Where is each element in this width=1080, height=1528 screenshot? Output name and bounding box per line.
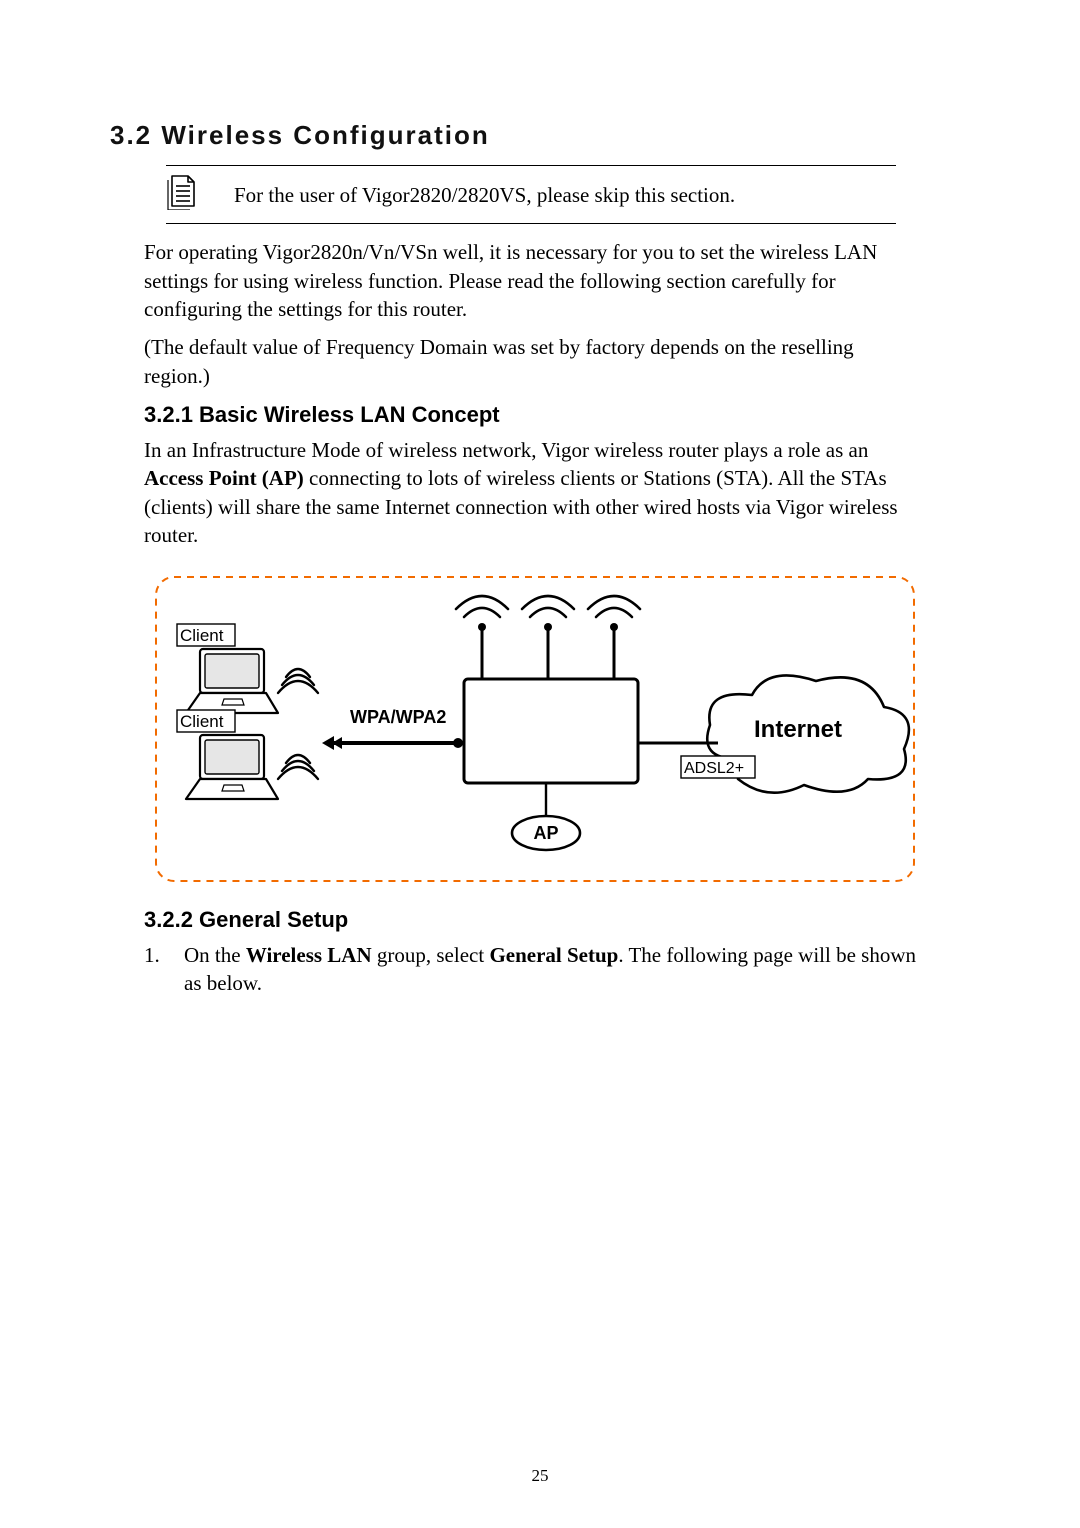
note-box: For the user of Vigor2820/2820VS, please… (166, 165, 896, 224)
note-text: For the user of Vigor2820/2820VS, please… (234, 181, 735, 209)
heading-section-3-2-1: 3.2.1 Basic Wireless LAN Concept (144, 400, 940, 430)
seg: group, select (372, 943, 490, 967)
svg-text:Client: Client (180, 712, 224, 731)
paragraph-intro-1: For operating Vigor2820n/Vn/VSn well, it… (144, 238, 924, 323)
list-item-number: 1. (144, 941, 184, 998)
svg-text:Client: Client (180, 626, 224, 645)
svg-text:WPA/WPA2: WPA/WPA2 (350, 707, 446, 727)
heading-section-3-2: 3.2 Wireless Configuration (110, 118, 940, 153)
note-icon (166, 172, 198, 217)
svg-text:AP: AP (533, 823, 558, 843)
seg-bold: Wireless LAN (246, 943, 372, 967)
svg-text:Internet: Internet (754, 716, 842, 743)
seg-bold: General Setup (489, 943, 618, 967)
paragraph-concept-b: Access Point (AP) (144, 466, 304, 490)
paragraph-concept: In an Infrastructure Mode of wireless ne… (144, 436, 924, 549)
page: 3.2 Wireless Configuration For the user … (0, 0, 1080, 1528)
heading-section-3-2-2: 3.2.2 General Setup (144, 905, 940, 935)
list-item-text: On the Wireless LAN group, select Genera… (184, 941, 924, 998)
wlan-diagram: Client Client WPA/WPA2 Internet ADSL2+ AP (154, 571, 916, 887)
page-number: 25 (0, 1465, 1080, 1488)
general-setup-steps: 1. On the Wireless LAN group, select Gen… (144, 941, 924, 998)
svg-text:ADSL2+: ADSL2+ (684, 760, 744, 777)
list-item: 1. On the Wireless LAN group, select Gen… (144, 941, 924, 998)
seg: On the (184, 943, 246, 967)
paragraph-intro-2: (The default value of Frequency Domain w… (144, 333, 924, 390)
paragraph-concept-a: In an Infrastructure Mode of wireless ne… (144, 438, 868, 462)
